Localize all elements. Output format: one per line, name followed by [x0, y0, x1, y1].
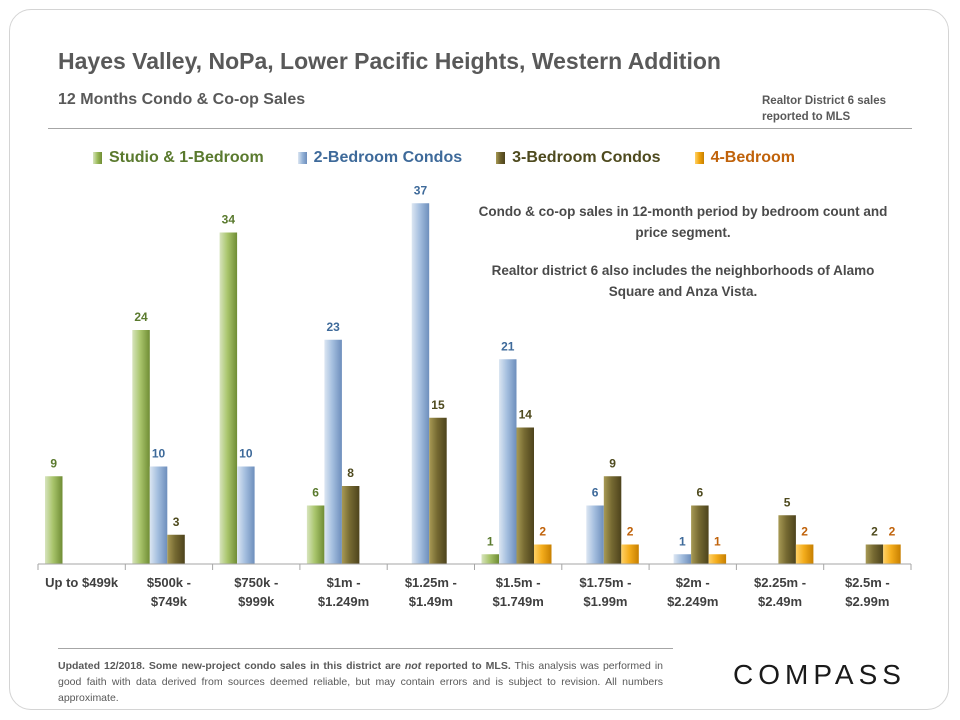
bar-studio-5: [481, 554, 499, 564]
source-note-line2: reported to MLS: [762, 111, 851, 123]
chart-annotation: Condo & co-op sales in 12-month period b…: [478, 201, 888, 319]
legend-swatch-two-bed: [297, 152, 307, 164]
value-label-two_bed-6: 6: [592, 486, 599, 500]
footnote-bold-italic: not: [404, 660, 422, 672]
bar-two_bed-2: [237, 466, 255, 564]
value-label-two_bed-5: 21: [501, 339, 515, 353]
category-label-8: $2.25m -$2.49m: [754, 575, 806, 609]
value-label-three_bed-8: 5: [784, 495, 791, 509]
bar-studio-0: [45, 476, 63, 564]
bar-studio-1: [132, 330, 150, 564]
value-label-studio-1: 24: [134, 310, 148, 324]
bar-three_bed-3: [341, 486, 360, 564]
category-label-0: Up to $499k: [45, 575, 119, 590]
footnote-divider: [58, 648, 673, 649]
footnote-disclaimer: This analysis was performed in good fait…: [58, 660, 663, 704]
bar-three_bed-7: [691, 505, 709, 564]
legend-label-two-bed: 2-Bedroom Condos: [313, 149, 463, 166]
legend-swatch-three-bed: [496, 152, 506, 164]
value-label-two_bed-7: 1: [679, 534, 686, 548]
bar-three_bed-4: [429, 417, 447, 564]
legend-label-four-bed: 4-Bedroom: [710, 149, 796, 166]
x-axis-tick-labels: Up to $499k $500k -$749k $750k -$999k $1m -…: [45, 575, 890, 609]
bar-four_bed-8: [795, 544, 814, 564]
bar-three_bed-1: [167, 534, 185, 564]
category-label-3: $1m -$1.249m: [318, 575, 369, 609]
footnote: Updated 12/2018. Some new-project condo …: [58, 658, 663, 706]
legend-swatch-four-bed: [694, 152, 704, 164]
value-label-four_bed-5: 2: [539, 525, 546, 539]
annotation-line2: Realtor district 6 also includes the nei…: [491, 263, 875, 299]
slide-frame: [9, 9, 949, 710]
value-label-three_bed-9: 2: [871, 525, 878, 539]
category-label-2: $750k -$999k: [234, 575, 278, 609]
legend-swatch-studio: [93, 152, 102, 164]
value-label-three_bed-4: 15: [431, 398, 445, 412]
value-label-studio-3: 6: [312, 486, 319, 500]
value-label-two_bed-4: 37: [414, 183, 428, 197]
value-label-two_bed-1: 10: [152, 447, 166, 461]
bar-three_bed-6: [603, 476, 622, 564]
bar-three_bed-9: [865, 544, 884, 564]
bar-four_bed-9: [883, 544, 901, 564]
value-label-studio-2: 34: [222, 213, 236, 227]
value-label-three_bed-5: 14: [519, 408, 533, 422]
x-axis-ticks: [37, 564, 912, 570]
legend-item-four-bed: 4-Bedroom: [694, 149, 796, 167]
value-label-four_bed-8: 2: [801, 525, 808, 539]
bar-four_bed-7: [708, 554, 727, 564]
value-label-three_bed-7: 6: [697, 486, 704, 500]
source-note-line1: Realtor District 6 sales: [762, 95, 887, 107]
legend-item-three-bed: 3-Bedroom Condos: [496, 149, 661, 167]
category-label-9: $2.5m -$2.99m: [845, 575, 890, 609]
bar-two_bed-3: [324, 339, 342, 564]
value-label-studio-0: 9: [50, 456, 57, 470]
bar-two_bed-6: [586, 505, 604, 564]
chart-legend: Studio & 1-Bedroom 2-Bedroom Condos 3-Be…: [93, 148, 829, 168]
value-label-four_bed-6: 2: [627, 525, 634, 539]
chart-title: Hayes Valley, NoPa, Lower Pacific Height…: [58, 48, 721, 74]
bar-four_bed-6: [621, 544, 639, 564]
bar-studio-2: [219, 232, 238, 564]
legend-item-two-bed: 2-Bedroom Condos: [297, 149, 463, 167]
bar-three_bed-8: [778, 515, 796, 564]
legend-label-three-bed: 3-Bedroom Condos: [512, 149, 661, 166]
value-label-studio-5: 1: [487, 534, 494, 548]
bar-three_bed-5: [516, 427, 534, 564]
footnote-bold-2: reported to MLS.: [421, 660, 511, 672]
bar-two_bed-4: [411, 203, 430, 564]
bar-two_bed-5: [499, 359, 517, 564]
value-label-four_bed-9: 2: [889, 525, 896, 539]
value-label-three_bed-6: 9: [609, 456, 616, 470]
legend-item-studio: Studio & 1-Bedroom: [93, 149, 264, 167]
footnote-bold-1: Updated 12/2018. Some new-project condo …: [58, 660, 405, 672]
value-label-three_bed-1: 3: [173, 515, 180, 529]
legend-label-studio: Studio & 1-Bedroom: [109, 149, 264, 166]
bar-two_bed-1: [149, 466, 168, 564]
value-label-four_bed-7: 1: [714, 534, 721, 548]
bar-two_bed-7: [673, 554, 692, 564]
chart-subtitle: 12 Months Condo & Co-op Sales: [58, 91, 306, 108]
category-label-4: $1.25m -$1.49m: [405, 575, 457, 609]
category-label-5: $1.5m -$1.749m: [492, 575, 543, 609]
category-label-6: $1.75m -$1.99m: [579, 575, 631, 609]
value-label-three_bed-3: 8: [347, 466, 354, 480]
bar-studio-3: [306, 505, 325, 564]
category-label-1: $500k -$749k: [147, 575, 191, 609]
value-label-two_bed-3: 23: [326, 320, 340, 334]
chart-bars: [45, 203, 901, 564]
annotation-line1: Condo & co-op sales in 12-month period b…: [478, 204, 888, 240]
source-note: Realtor District 6 sales reported to MLS: [762, 93, 912, 125]
header-divider: [48, 128, 912, 129]
value-label-two_bed-2: 10: [239, 447, 253, 461]
compass-logo: COMPASS: [733, 659, 906, 690]
category-label-7: $2m -$2.249m: [667, 575, 718, 609]
bar-four_bed-5: [534, 544, 552, 564]
